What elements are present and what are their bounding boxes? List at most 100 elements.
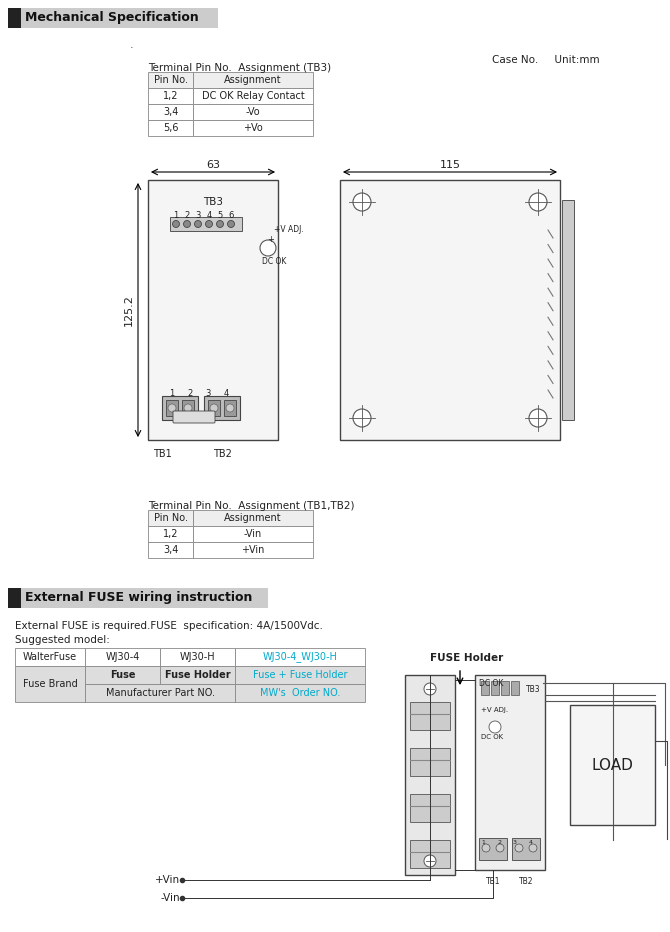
Bar — [148, 542, 193, 558]
Text: 2: 2 — [188, 390, 193, 399]
Text: TB1: TB1 — [153, 449, 172, 459]
Text: +Vin: +Vin — [155, 875, 180, 885]
Bar — [162, 396, 198, 420]
Text: 4: 4 — [223, 390, 228, 399]
Bar — [562, 200, 574, 420]
Bar — [148, 510, 193, 526]
Bar — [193, 542, 313, 558]
Bar — [235, 684, 365, 702]
Circle shape — [529, 844, 537, 852]
Text: Terminal Pin No.  Assignment (TB3): Terminal Pin No. Assignment (TB3) — [148, 63, 331, 73]
Text: MW's  Order NO.: MW's Order NO. — [260, 688, 340, 698]
Text: External FUSE is required.FUSE  specification: 4A/1500Vdc.: External FUSE is required.FUSE specifica… — [15, 621, 323, 631]
Bar — [501, 681, 509, 695]
Bar — [15, 666, 85, 702]
Circle shape — [172, 221, 180, 227]
Circle shape — [515, 844, 523, 852]
Text: +Vo: +Vo — [243, 123, 263, 133]
Bar — [204, 396, 240, 420]
Text: Case No.     Unit:mm: Case No. Unit:mm — [492, 55, 600, 65]
Bar — [160, 648, 235, 666]
Bar — [475, 675, 545, 870]
Circle shape — [424, 855, 436, 867]
Text: TB2: TB2 — [212, 449, 231, 459]
Text: 2: 2 — [497, 840, 501, 844]
Text: Suggested model:: Suggested model: — [15, 635, 110, 645]
Text: .: . — [130, 40, 133, 50]
Text: DC OK: DC OK — [481, 734, 503, 740]
Text: 4: 4 — [206, 211, 212, 220]
Bar — [479, 838, 507, 860]
Text: External FUSE wiring instruction: External FUSE wiring instruction — [25, 592, 253, 605]
Text: 2: 2 — [184, 211, 190, 220]
Bar — [193, 120, 313, 136]
Circle shape — [184, 221, 190, 227]
Text: 3: 3 — [196, 211, 201, 220]
Circle shape — [226, 404, 234, 412]
Circle shape — [496, 844, 504, 852]
Text: TB3: TB3 — [527, 684, 541, 693]
Text: Pin No.: Pin No. — [153, 513, 188, 523]
Bar — [182, 400, 194, 416]
Text: -Vo: -Vo — [246, 107, 261, 117]
Text: -Vin: -Vin — [160, 893, 180, 903]
Text: 63: 63 — [206, 160, 220, 170]
Text: 5: 5 — [217, 211, 222, 220]
Circle shape — [168, 404, 176, 412]
Bar — [160, 666, 235, 684]
Circle shape — [482, 844, 490, 852]
Bar — [235, 666, 365, 684]
Circle shape — [216, 221, 224, 227]
Text: +: + — [267, 236, 275, 244]
Circle shape — [353, 409, 371, 427]
FancyBboxPatch shape — [173, 411, 215, 423]
Bar — [85, 648, 160, 666]
Text: 115: 115 — [440, 160, 460, 170]
Text: FUSE Holder: FUSE Holder — [430, 653, 503, 663]
Text: +V ADJ.: +V ADJ. — [481, 707, 508, 713]
Text: DC OK: DC OK — [479, 678, 503, 688]
Bar — [8, 588, 268, 608]
Bar — [8, 8, 218, 28]
Text: Mechanical Specification: Mechanical Specification — [25, 11, 199, 24]
Bar — [166, 400, 178, 416]
Text: Terminal Pin No.  Assignment (TB1,TB2): Terminal Pin No. Assignment (TB1,TB2) — [148, 501, 354, 511]
Bar — [570, 705, 655, 825]
Text: Manufacturer Part NO.: Manufacturer Part NO. — [105, 688, 214, 698]
Circle shape — [529, 193, 547, 211]
Text: 1,2: 1,2 — [163, 529, 178, 539]
Text: WJ30-4_WJ30-H: WJ30-4_WJ30-H — [263, 651, 338, 663]
Text: Fuse: Fuse — [110, 670, 135, 680]
Bar — [148, 104, 193, 120]
Text: 1: 1 — [170, 390, 175, 399]
Circle shape — [424, 683, 436, 695]
Text: TB1: TB1 — [486, 878, 500, 886]
Text: 3: 3 — [205, 390, 210, 399]
Text: TB2: TB2 — [519, 878, 533, 886]
Bar — [410, 748, 450, 776]
Bar — [148, 72, 193, 88]
Text: Fuse Holder: Fuse Holder — [165, 670, 230, 680]
Bar — [8, 588, 21, 608]
Bar — [481, 681, 489, 695]
Text: Fuse + Fuse Holder: Fuse + Fuse Holder — [253, 670, 347, 680]
Bar — [148, 526, 193, 542]
Text: Pin No.: Pin No. — [153, 75, 188, 85]
Text: WJ30-H: WJ30-H — [180, 652, 215, 662]
Text: LOAD: LOAD — [592, 758, 633, 773]
Bar — [405, 675, 455, 875]
Bar — [410, 794, 450, 822]
Circle shape — [206, 221, 212, 227]
Bar — [193, 72, 313, 88]
Text: DC OK Relay Contact: DC OK Relay Contact — [202, 91, 304, 101]
Text: Assignment: Assignment — [224, 75, 282, 85]
Bar — [148, 180, 278, 440]
Bar — [512, 838, 540, 860]
Text: -Vin: -Vin — [244, 529, 262, 539]
Bar — [85, 684, 235, 702]
Text: DC OK: DC OK — [262, 257, 286, 267]
Bar — [85, 666, 160, 684]
Text: 1: 1 — [481, 840, 485, 844]
Text: 125.2: 125.2 — [124, 295, 134, 326]
Bar — [208, 400, 220, 416]
